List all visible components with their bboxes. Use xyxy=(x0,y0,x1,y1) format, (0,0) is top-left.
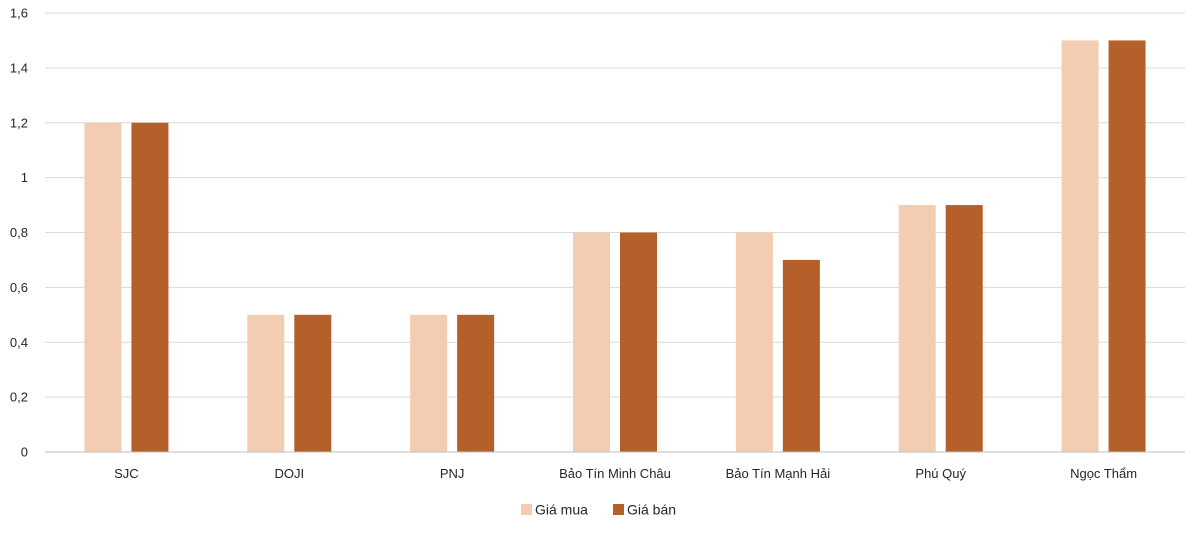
bar-gia-ban xyxy=(457,314,495,452)
legend: Giá mua Giá bán xyxy=(521,502,676,518)
x-category-label: Bảo Tín Mạnh Hải xyxy=(726,466,831,481)
legend-label: Giá mua xyxy=(535,502,588,518)
x-category-label: SJC xyxy=(114,466,139,481)
legend-label: Giá bán xyxy=(627,502,676,518)
x-category-label: PNJ xyxy=(440,466,465,481)
x-category-label: DOJI xyxy=(274,466,304,481)
bar-gia-ban xyxy=(131,122,169,452)
x-category-label: Phú Quý xyxy=(915,466,966,481)
y-axis-ticks: 0 0,2 0,4 0,6 0,8 1 1,2 1,4 1,6 xyxy=(10,6,28,460)
y-tick-label: 1 xyxy=(21,170,28,185)
bar-gia-mua xyxy=(410,314,448,452)
y-tick-label: 0,2 xyxy=(10,390,28,405)
bar-gia-ban xyxy=(945,205,983,452)
y-tick-label: 1,4 xyxy=(10,60,28,75)
y-tick-label: 1,6 xyxy=(10,6,28,21)
legend-swatch xyxy=(521,504,532,515)
x-category-label: Ngọc Thẩm xyxy=(1070,466,1137,481)
grid-lines xyxy=(45,12,1185,398)
y-tick-label: 1,2 xyxy=(10,115,28,130)
bar-gia-ban xyxy=(1108,40,1146,452)
bar-gia-mua xyxy=(735,232,773,452)
bar-gia-ban xyxy=(294,314,332,452)
bar-gia-mua xyxy=(84,122,122,452)
bar-gia-mua xyxy=(898,205,936,452)
y-tick-label: 0,4 xyxy=(10,335,28,350)
y-tick-label: 0 xyxy=(21,445,28,460)
x-axis-categories: SJC DOJI PNJ Bảo Tín Minh Châu Bảo Tín Mạnh … xyxy=(114,466,1137,481)
bar-gia-ban xyxy=(782,259,820,452)
y-tick-label: 0,6 xyxy=(10,280,28,295)
bars xyxy=(84,40,1146,452)
bar-gia-mua xyxy=(573,232,610,452)
bar-gia-ban xyxy=(620,232,657,452)
legend-swatch xyxy=(613,504,624,515)
bar-gia-mua xyxy=(247,314,285,452)
bar-gia-mua xyxy=(1061,40,1099,452)
x-category-label: Bảo Tín Minh Châu xyxy=(559,466,671,481)
y-tick-label: 0,8 xyxy=(10,225,28,240)
